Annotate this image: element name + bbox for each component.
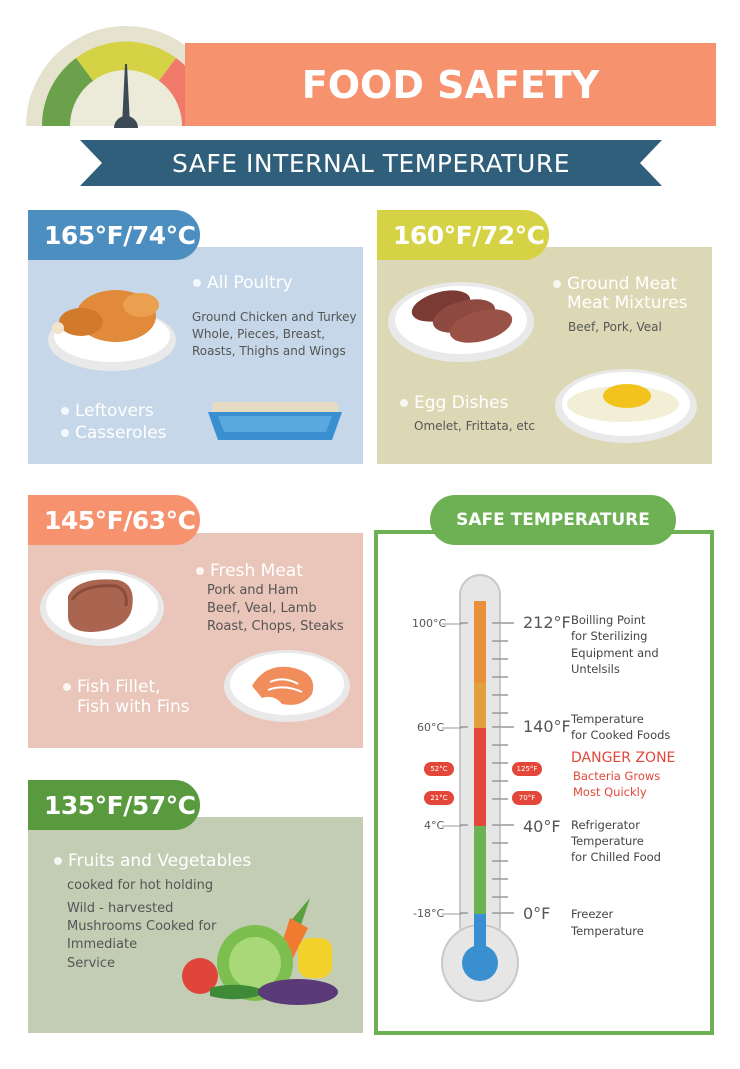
danger-line-2: Most Quickly — [573, 785, 647, 799]
page-subtitle: SAFE INTERNAL TEMPERATURE — [171, 148, 570, 178]
mushrooms-line-1: Wild - harvested — [67, 901, 174, 916]
safe-temperature-title: SAFE TEMPERATURE — [430, 495, 676, 545]
cooked-line-1: Temperature — [571, 712, 644, 726]
casserole-dish-icon — [208, 402, 342, 440]
freezer-line-1: Freezer — [571, 907, 614, 921]
danger-zone-title: DANGER ZONE — [571, 750, 676, 766]
label-all-poultry: All Poultry — [193, 273, 293, 293]
thermometer-icon — [441, 574, 519, 1002]
vegetables-icon — [182, 898, 338, 1005]
temp-tab-160: 160°F/72°C — [377, 210, 549, 260]
danger-pill-70f: 70°F — [512, 791, 542, 805]
label-fruits-vegetables: Fruits and Vegetables — [54, 851, 251, 871]
fresh-meat-line-2: Beef, Veal, Lamb — [207, 601, 317, 616]
mushrooms-line-3: Immediate — [67, 937, 138, 952]
fridge-line-1: Refrigerator — [571, 818, 640, 832]
fridge-line-2: Temperature — [571, 834, 644, 848]
fresh-meat-line-1: Pork and Ham — [207, 583, 299, 598]
danger-pill-21c: 21°C — [424, 791, 454, 805]
celsius-leader-lines — [442, 623, 462, 915]
sliced-meat-icon — [388, 282, 534, 362]
mushrooms-line-2: Mushrooms Cooked for — [67, 919, 217, 934]
fried-egg-icon — [555, 369, 697, 443]
label-fish-with-fins: Fish with Fins — [77, 697, 190, 717]
fahrenheit-40: 40°F — [523, 817, 561, 836]
label-fresh-meat: Fresh Meat — [196, 561, 303, 581]
boiling-line-1: Boilling Point — [571, 613, 646, 627]
page-title: FOOD SAFETY — [301, 62, 600, 107]
fahrenheit-0: 0°F — [523, 904, 551, 923]
roast-chicken-icon — [48, 290, 176, 371]
label-leftovers: Leftovers — [61, 401, 154, 421]
celsius-60: 60°C — [417, 721, 445, 734]
mushrooms-line-4: Service — [67, 956, 116, 971]
label-ground-meat: Ground Meat — [553, 274, 677, 294]
label-meat-mixtures: Meat Mixtures — [567, 293, 688, 313]
egg-dishes-line-1: Omelet, Frittata, etc — [414, 419, 536, 433]
poultry-line-1: Ground Chicken and Turkey — [192, 310, 357, 324]
temp-tab-135: 135°F/57°C — [28, 780, 200, 830]
danger-line-1: Bacteria Grows — [573, 769, 661, 783]
cooked-line-2: for Cooked Foods — [571, 728, 671, 742]
boiling-line-2: for Sterilizing — [571, 629, 648, 643]
subtitle-banner — [80, 140, 662, 186]
fridge-line-3: for Chilled Food — [571, 850, 661, 864]
celsius-4: 4°C — [424, 819, 445, 832]
danger-pill-52c: 52°C — [424, 762, 454, 776]
safe-temperature-panel — [374, 530, 714, 1035]
celsius-minus-18: -18°C — [413, 907, 445, 920]
temp-tab-145: 145°F/63°C — [28, 495, 200, 545]
label-egg-dishes: Egg Dishes — [400, 393, 509, 413]
meat-mixtures-line-1: Beef, Pork, Veal — [568, 320, 662, 334]
celsius-100: 100°C — [412, 617, 447, 630]
fruits-line-1: cooked for hot holding — [67, 878, 214, 893]
steak-icon — [40, 570, 164, 646]
fahrenheit-140: 140°F — [523, 717, 571, 736]
boiling-line-3: Equipment and — [571, 646, 659, 660]
label-casseroles: Casseroles — [61, 423, 167, 443]
poultry-line-3: Roasts, Thighs and Wings — [192, 344, 346, 358]
label-fish-fillet: Fish Fillet, — [63, 677, 161, 697]
freezer-line-2: Temperature — [571, 924, 644, 938]
fahrenheit-212: 212°F — [523, 613, 571, 632]
poultry-line-2: Whole, Pieces, Breast, — [192, 327, 326, 341]
boiling-line-4: Untelsils — [571, 662, 620, 676]
fish-steak-icon — [224, 650, 350, 722]
fresh-meat-line-3: Roast, Chops, Steaks — [207, 619, 344, 634]
temp-tab-165: 165°F/74°C — [28, 210, 200, 260]
title-bar — [185, 43, 716, 126]
danger-pill-125f: 125°F — [512, 762, 542, 776]
